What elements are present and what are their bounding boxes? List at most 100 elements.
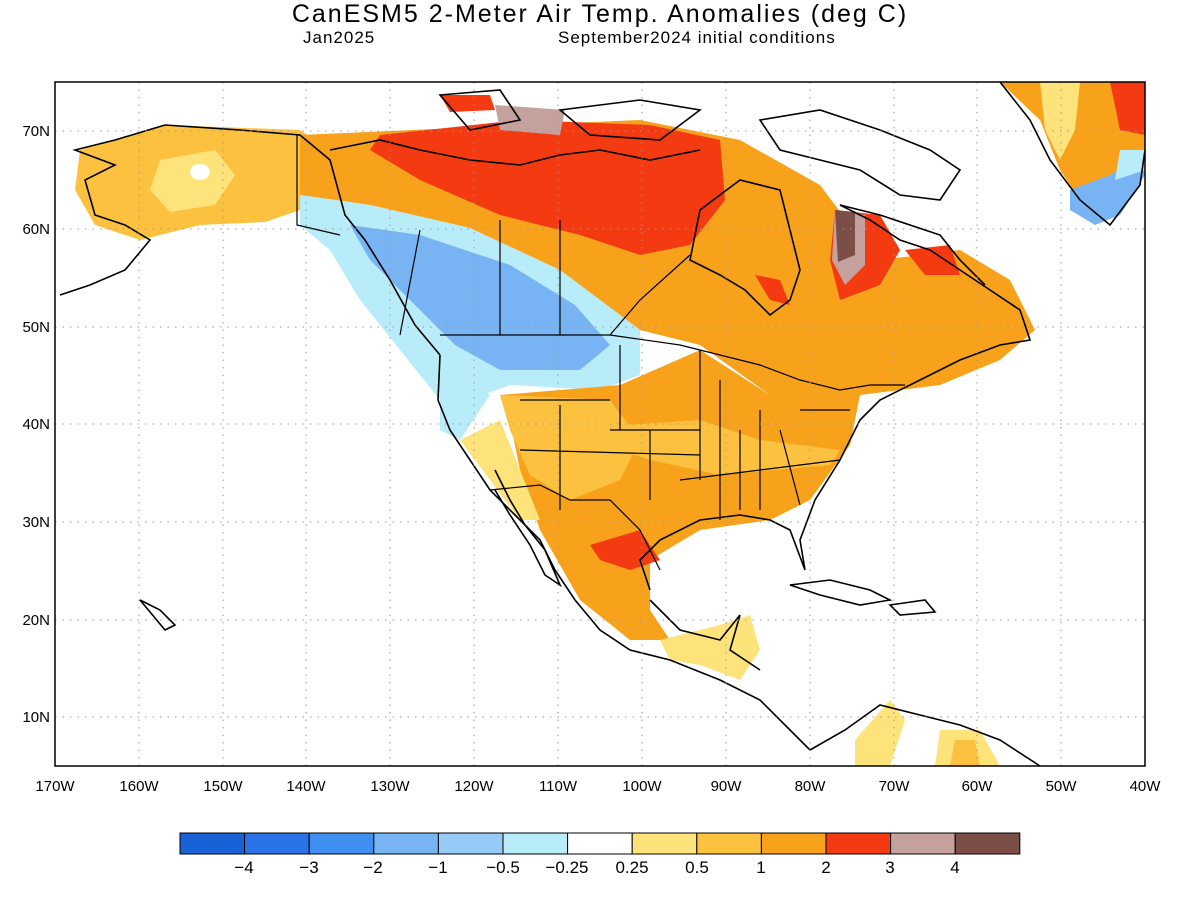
alaska-light-area — [150, 150, 235, 212]
political-borders — [296, 135, 905, 571]
hudson-bay-coastline — [689, 179, 801, 317]
colorbar-swatch — [373, 832, 439, 855]
cuba — [789, 579, 893, 606]
colorbar: −4 −3 −2 −1 −0.5 −0.25 0.25 0.5 1 2 3 4 — [179, 832, 1021, 877]
greenland-coastline — [999, 82, 1145, 227]
lon-label-60w: 60W — [962, 778, 994, 795]
alaska-white-spot — [190, 164, 210, 180]
colorbar-swatches — [179, 832, 1021, 855]
lon-label-110w: 110W — [539, 778, 578, 795]
colorbar-label-5: −0.25 — [545, 858, 588, 877]
lon-label-140w: 140W — [286, 778, 326, 795]
venezuela-orange-area — [950, 740, 980, 766]
lon-label-40w: 40W — [1130, 778, 1162, 795]
canada-province-lines — [399, 220, 691, 336]
coastlines — [59, 82, 1145, 766]
colorbar-swatch — [890, 832, 956, 855]
colorbar-label-4: −0.5 — [486, 858, 520, 877]
alaska-coastline — [59, 124, 441, 356]
lon-label-120w: 120W — [454, 778, 494, 795]
colorbar-swatch — [825, 832, 892, 855]
us-light-orange-area — [620, 420, 840, 475]
target-month-label: Jan2025 — [303, 28, 376, 47]
us-canada-border — [440, 334, 905, 391]
hawaii — [139, 599, 177, 631]
greenland-light-cold-area — [1115, 150, 1145, 180]
labrador-red-area — [905, 245, 960, 275]
yucatan-coastline — [649, 599, 761, 671]
us-state-lines — [519, 345, 850, 520]
east-coast — [839, 204, 1032, 421]
map-title: CanESM5 2-Meter Air Temp. Anomalies (deg… — [291, 0, 909, 28]
arctic-red-core — [370, 120, 725, 255]
colorbar-swatch — [502, 832, 569, 855]
lat-label-60n: 60N — [22, 221, 50, 238]
colorbar-swatch — [567, 832, 633, 855]
colorbar-swatch — [631, 832, 698, 855]
colorbar-swatch — [437, 832, 504, 855]
arctic-coast — [329, 139, 701, 166]
west-cold-edge — [440, 380, 490, 440]
colorbar-label-6: 0.25 — [615, 858, 648, 877]
lon-label-100w: 100W — [622, 778, 662, 795]
colorbar-swatch — [244, 832, 310, 855]
baja-california — [494, 469, 562, 588]
initial-conditions-label: September2024 initial conditions — [558, 28, 836, 47]
lon-label-90w: 90W — [711, 778, 743, 795]
lon-label-50w: 50W — [1046, 778, 1078, 795]
colorbar-label-10: 3 — [885, 858, 894, 877]
colorbar-label-2: −2 — [363, 858, 382, 877]
colorbar-label-8: 1 — [756, 858, 765, 877]
west-coast-us-mexico — [437, 354, 811, 751]
map-plot-area — [55, 82, 1145, 766]
colorbar-label-7: 0.5 — [685, 858, 709, 877]
greenland-red-area — [1110, 82, 1145, 135]
lon-label-70w: 70W — [879, 778, 911, 795]
graticule — [55, 82, 1145, 766]
arctic-red-north — [440, 95, 495, 112]
hudson-red-area — [755, 275, 790, 305]
west-cold-core — [350, 225, 610, 370]
quebec-brown-area — [835, 210, 855, 262]
colorbar-label-0: −4 — [234, 858, 253, 877]
lon-label-170w: 170W — [35, 778, 75, 795]
lon-axis-labels: 170W 160W 150W 140W 130W 120W 110W 100W … — [35, 778, 1161, 795]
south-america-light-area — [855, 700, 905, 766]
lat-label-50n: 50N — [22, 319, 50, 336]
alaska-canada-border — [296, 135, 341, 236]
us-mexico-border — [489, 484, 661, 571]
lon-label-80w: 80W — [795, 778, 827, 795]
south-america-coast — [809, 704, 1041, 766]
anomaly-shading — [75, 82, 1145, 766]
colorbar-swatch — [308, 832, 375, 855]
gulf-coast — [639, 419, 861, 591]
colorbar-swatch — [696, 832, 762, 855]
sw-light-orange-area — [500, 395, 640, 500]
map-frame — [54, 81, 1146, 767]
greenland-warm-area — [1000, 82, 1145, 200]
lat-label-40n: 40N — [22, 416, 50, 433]
lat-label-20n: 20N — [22, 612, 50, 629]
california-light-area — [460, 420, 540, 520]
baffin-island — [758, 109, 962, 201]
lat-label-70n: 70N — [22, 123, 50, 140]
lon-label-160w: 160W — [119, 778, 159, 795]
colorbar-label-1: −3 — [299, 858, 318, 877]
greenland-light-area — [1040, 82, 1080, 160]
lat-label-30n: 30N — [22, 514, 50, 531]
colorbar-swatch — [954, 832, 1021, 855]
colorbar-swatch — [179, 832, 246, 855]
lat-axis-labels: 70N 60N 50N 40N 30N 20N 10N — [22, 123, 50, 726]
lon-label-150w: 150W — [203, 778, 243, 795]
colorbar-label-3: −1 — [428, 858, 447, 877]
colorbar-label-9: 2 — [821, 858, 830, 877]
colorbar-label-11: 4 — [950, 858, 959, 877]
lon-label-130w: 130W — [370, 778, 410, 795]
arctic-islands-2 — [558, 99, 702, 141]
labrador-coast — [839, 204, 986, 286]
arctic-islands-1 — [438, 89, 522, 131]
colorbar-labels: −4 −3 −2 −1 −0.5 −0.25 0.25 0.5 1 2 3 4 — [234, 858, 959, 877]
colorbar-swatch — [760, 832, 827, 855]
lat-label-10n: 10N — [22, 709, 50, 726]
